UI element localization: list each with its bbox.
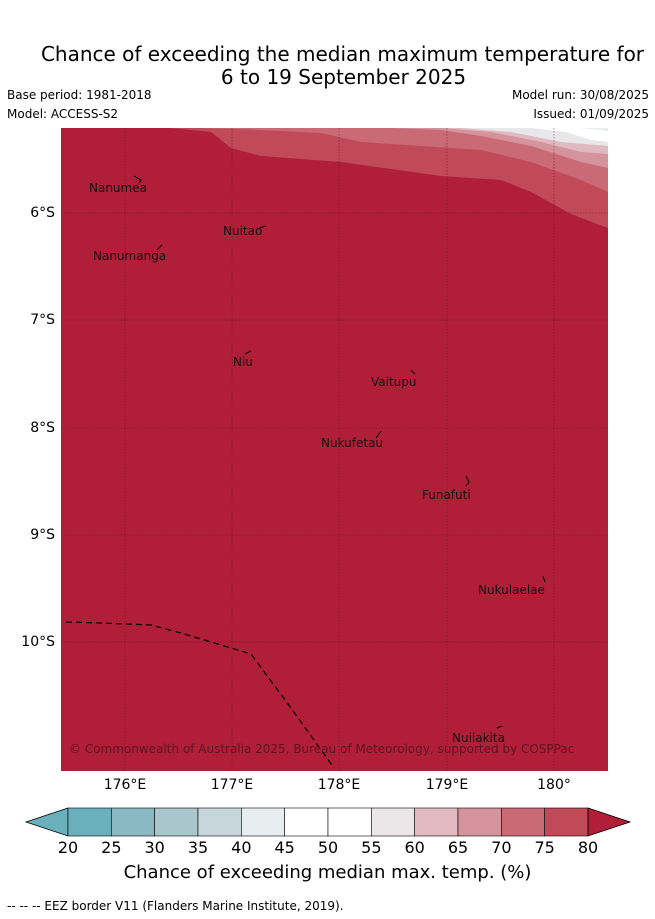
colorbar-tick-label: 25 [101,838,122,857]
colorbar-segment [154,807,199,837]
island-label-nukufetau: Nukufetau [321,436,384,450]
base-period: Base period: 1981-2018 [7,88,152,102]
eez-footnote: -- -- -- EEZ border V11 (Flanders Marine… [7,899,344,913]
colorbar-tick-label: 60 [404,838,425,857]
colorbar [24,807,632,837]
island-label-nanumea: Nanumea [89,181,147,195]
island-label-niu: Niu [233,355,253,369]
colorbar-segment [197,807,242,837]
colorbar-extend-max [587,807,632,837]
lat-label-8s: 8°S [30,420,55,436]
map-svg [61,128,608,771]
probability-band-45 [531,128,608,142]
colorbar-label: Chance of exceeding median max. temp. (%… [123,862,532,883]
colorbar-segment [501,807,545,837]
colorbar-tick-label: 50 [317,838,339,857]
model-run: Model run: 30/08/2025 [511,88,649,102]
colorbar-segment [67,807,112,837]
island-outlines [133,175,546,729]
probability-band-70 [201,128,608,192]
lat-label-10s: 10°S [21,634,55,650]
lat-label-7s: 7°S [30,312,55,328]
colorbar-segment [371,807,415,837]
probability-field-80 [61,128,608,771]
colorbar-segment [111,807,155,837]
eez-border [65,621,335,769]
island-label-nuilakita: Nuilakita [452,731,505,745]
lat-label-9s: 9°S [30,527,55,543]
lon-label-176e: 176°E [103,777,147,793]
colorbar-tick-label: 55 [361,838,382,857]
island-label-nuitao: Nuitao [223,224,263,238]
island-label-nukulaelae: Nukulaelae [478,583,545,597]
map-title-line1: Chance of exceeding the median maximum t… [40,42,645,66]
colorbar-extend-min [24,807,69,837]
map-panel: Nanumea Nuitao Nanumanga Niu Vaitupu Nuk… [61,128,608,771]
colorbar-segment [327,807,372,837]
colorbar-tick-label: 40 [231,838,252,857]
island-label-vaitupu: Vaitupu [371,375,417,389]
lon-label-177e: 177°E [210,777,254,793]
colorbar-tick-label: 75 [534,838,555,857]
colorbar-tick-label: 30 [144,838,165,857]
colorbar-tick-label: 35 [187,838,209,857]
map-title-line2: 6 to 19 September 2025 [220,65,467,89]
lon-label-180: 180° [537,777,571,793]
colorbar-tick-label: 45 [274,838,295,857]
colorbar-tick-label: 65 [447,838,469,857]
island-label-nanumanga: Nanumanga [93,249,167,263]
probability-band-40 [581,128,608,131]
colorbar-tick-label: 70 [491,838,512,857]
lon-label-179e: 179°E [425,777,469,793]
lon-label-178e: 178°E [317,777,361,793]
model-name: Model: ACCESS-S2 [7,107,119,121]
graticule [61,128,608,771]
colorbar-segment [241,807,285,837]
colorbar-segment [457,807,502,837]
colorbar-tick-label: 80 [577,838,599,857]
island-label-funafuti: Funafuti [422,488,471,502]
colorbar-segment [284,807,329,837]
lat-label-6s: 6°S [30,205,55,221]
colorbar-tick-label: 20 [57,838,79,857]
copyright-notice: © Commonwealth of Australia 2025, Bureau… [69,742,575,756]
issued-date: Issued: 01/09/2025 [533,107,649,121]
colorbar-segment [414,807,459,837]
colorbar-segment [544,807,589,837]
